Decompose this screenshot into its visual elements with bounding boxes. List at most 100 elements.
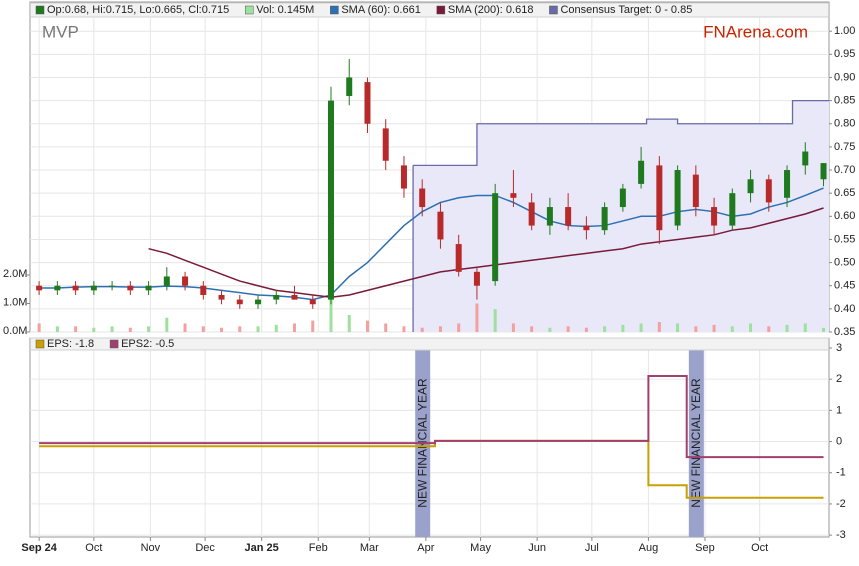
y-tick-label: 2: [836, 373, 842, 385]
chart-title: MVP: [42, 22, 79, 41]
bar-body: [747, 179, 754, 194]
volume-bar: [274, 324, 278, 332]
y-tick-label: -2: [836, 498, 846, 510]
y2-tick-label: 1.0M: [3, 296, 27, 308]
bar-body: [127, 285, 134, 291]
x-tick-label: Dec: [195, 542, 215, 554]
bar-body: [364, 82, 371, 124]
bar-body: [656, 165, 663, 231]
volume-bar: [603, 326, 607, 332]
bar-body: [711, 207, 718, 226]
legend-label: Op:0.68, Hi:0.715, Lo:0.665, Cl:0.715: [47, 4, 229, 16]
target-line: [413, 99, 829, 167]
volume-bar: [347, 314, 351, 332]
target-area: [413, 100, 829, 333]
bar-body: [784, 170, 791, 198]
bar-body: [36, 285, 43, 291]
volume-bar: [475, 303, 479, 332]
volume-bar: [676, 323, 680, 332]
bar-body: [255, 299, 262, 305]
volume-bar: [511, 323, 515, 332]
volume-bar: [365, 320, 369, 332]
volume-bar: [55, 326, 59, 332]
bar-body: [528, 202, 535, 226]
x-tick-label: Aug: [639, 542, 659, 554]
volume-bar: [37, 323, 41, 332]
bar-body: [510, 193, 517, 198]
bar-body: [109, 285, 116, 287]
y-tick-label: 0.80: [834, 118, 855, 130]
volume-bar: [402, 326, 406, 332]
bar-body: [565, 207, 572, 226]
volume-bar: [220, 327, 224, 332]
y-tick-label: 0.85: [834, 95, 855, 107]
bar-body: [729, 193, 736, 226]
legend-label: SMA (60): 0.661: [341, 4, 421, 16]
volume-bar: [694, 326, 698, 332]
bar-body: [455, 244, 462, 272]
x-tick-label: Feb: [309, 542, 328, 554]
bar-body: [437, 211, 444, 240]
y-tick-label: 0.75: [834, 141, 855, 153]
bar-body: [291, 294, 298, 300]
annotation-label: NEW FINANCIAL YEAR: [689, 378, 703, 508]
x-tick-label: Jan 25: [245, 542, 279, 554]
legend-swatch: [436, 5, 446, 15]
y-tick-label: -3: [836, 529, 846, 541]
bar-body: [492, 193, 499, 282]
bar-body: [145, 285, 152, 291]
volume-bar: [74, 326, 78, 332]
x-tick-label: Jul: [585, 542, 599, 554]
volume-bar: [384, 323, 388, 332]
bar-body: [583, 225, 590, 231]
y-tick-label: 0.65: [834, 187, 855, 199]
y-tick-label: 0.60: [834, 210, 855, 222]
legend-strip: [30, 337, 829, 351]
volume-bar: [566, 326, 570, 332]
y-tick-label: 3: [836, 342, 842, 354]
bar-body: [765, 179, 772, 203]
bar-body: [54, 285, 61, 291]
y-tick-label: 1.00: [834, 25, 855, 37]
y-tick-label: 0.55: [834, 233, 855, 245]
bar-body: [638, 160, 645, 184]
volume-bar: [621, 324, 625, 332]
volume-bar: [92, 327, 96, 332]
y2-tick-label: 2.0M: [3, 268, 27, 280]
legend-swatch: [330, 5, 339, 15]
eps-line: [39, 375, 824, 459]
volume-bar: [803, 323, 807, 332]
bar-body: [400, 165, 407, 189]
volume-bar: [256, 326, 260, 332]
bar-body: [692, 174, 699, 208]
volume-bar: [238, 326, 242, 332]
bar-body: [200, 285, 207, 295]
bar-body: [382, 128, 389, 161]
y-tick-label: -1: [836, 467, 846, 479]
bar-body: [90, 285, 97, 291]
bar-body: [309, 299, 316, 305]
y2-tick-label: 0.0M: [3, 325, 27, 337]
volume-bar: [639, 323, 643, 332]
x-tick-label: Oct: [751, 542, 768, 554]
annotation-band: [688, 349, 704, 537]
legend-label: Vol: 0.145M: [256, 4, 314, 16]
volume-bar: [493, 309, 497, 332]
bar-body: [327, 100, 334, 300]
volume-bar: [201, 326, 205, 332]
y-tick-label: 0.90: [834, 71, 855, 83]
volume-bar: [749, 323, 753, 332]
bar-body: [163, 276, 170, 286]
legend-swatch: [35, 339, 45, 349]
bar-body: [273, 294, 280, 300]
volume-bar: [420, 327, 424, 332]
legend-swatch: [35, 5, 45, 15]
bar-body: [419, 188, 426, 208]
bar-body: [182, 276, 189, 286]
volume-bar: [147, 326, 151, 332]
bar-body: [820, 163, 827, 180]
volume-bar: [293, 323, 297, 332]
legend-swatch: [245, 5, 254, 15]
volume-bar: [584, 327, 588, 332]
